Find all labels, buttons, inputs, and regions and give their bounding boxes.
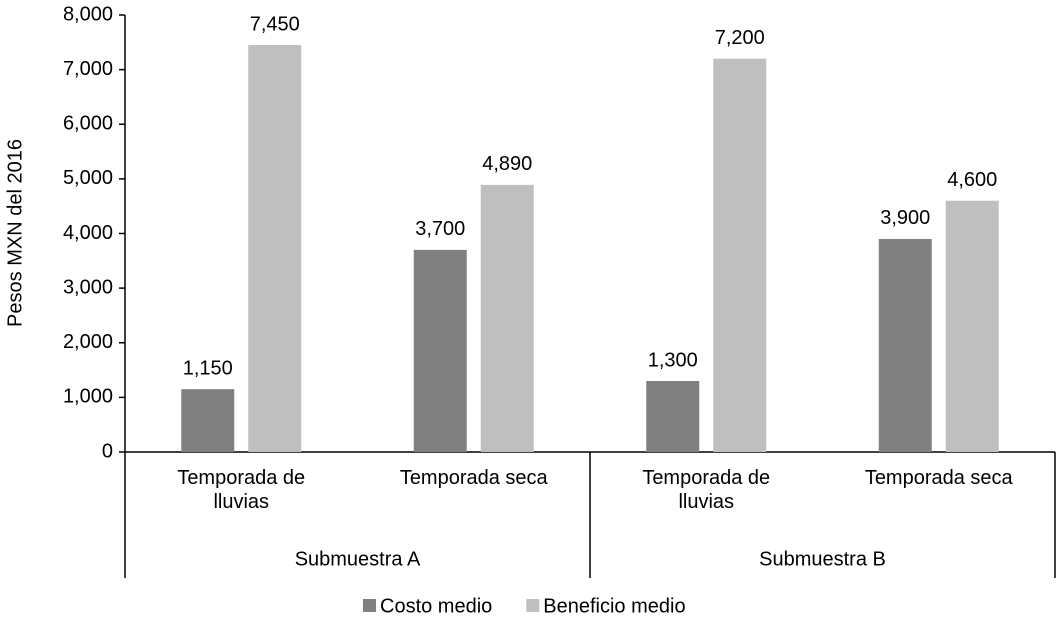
y-tick-label: 0 [102,440,113,462]
y-tick-label: 1,000 [63,386,113,408]
legend-swatch [526,599,540,612]
data-label: 1,150 [183,357,233,379]
y-tick-label: 5,000 [63,167,113,189]
bar [480,184,534,453]
legend-label: Costo medio [380,595,492,617]
y-tick-label: 6,000 [63,113,113,135]
data-label: 4,890 [482,153,532,175]
y-tick-label: 2,000 [63,331,113,353]
x-tick-label: Temporada seca [864,467,1013,489]
y-tick-label: 4,000 [63,222,113,244]
x-tick-label: Temporada seca [399,467,548,489]
bar [945,200,999,452]
x-tick-label: Temporada de lluvias [642,467,771,513]
y-tick-label: 8,000 [63,3,113,25]
y-tick-label: 3,000 [63,276,113,298]
data-label: 7,450 [250,13,300,35]
data-label: 4,600 [947,169,997,191]
y-axis-label: Pesos MXN del 2016 [4,139,26,327]
bar [878,238,932,452]
legend-swatch [363,599,376,612]
data-label: 3,900 [880,207,930,229]
group-label: Submuestra B [759,548,886,570]
legend-label: Beneficio medio [543,595,685,617]
bar [713,58,767,452]
bar [181,389,235,452]
y-tick-label: 7,000 [63,58,113,80]
data-label: 3,700 [415,218,465,240]
data-label: 1,300 [648,349,698,371]
bar [646,380,700,452]
group-label: Submuestra A [295,548,421,570]
x-tick-label: Temporada de lluvias [177,467,306,513]
data-label: 7,200 [715,27,765,49]
bar [413,249,467,452]
bar [248,45,302,452]
